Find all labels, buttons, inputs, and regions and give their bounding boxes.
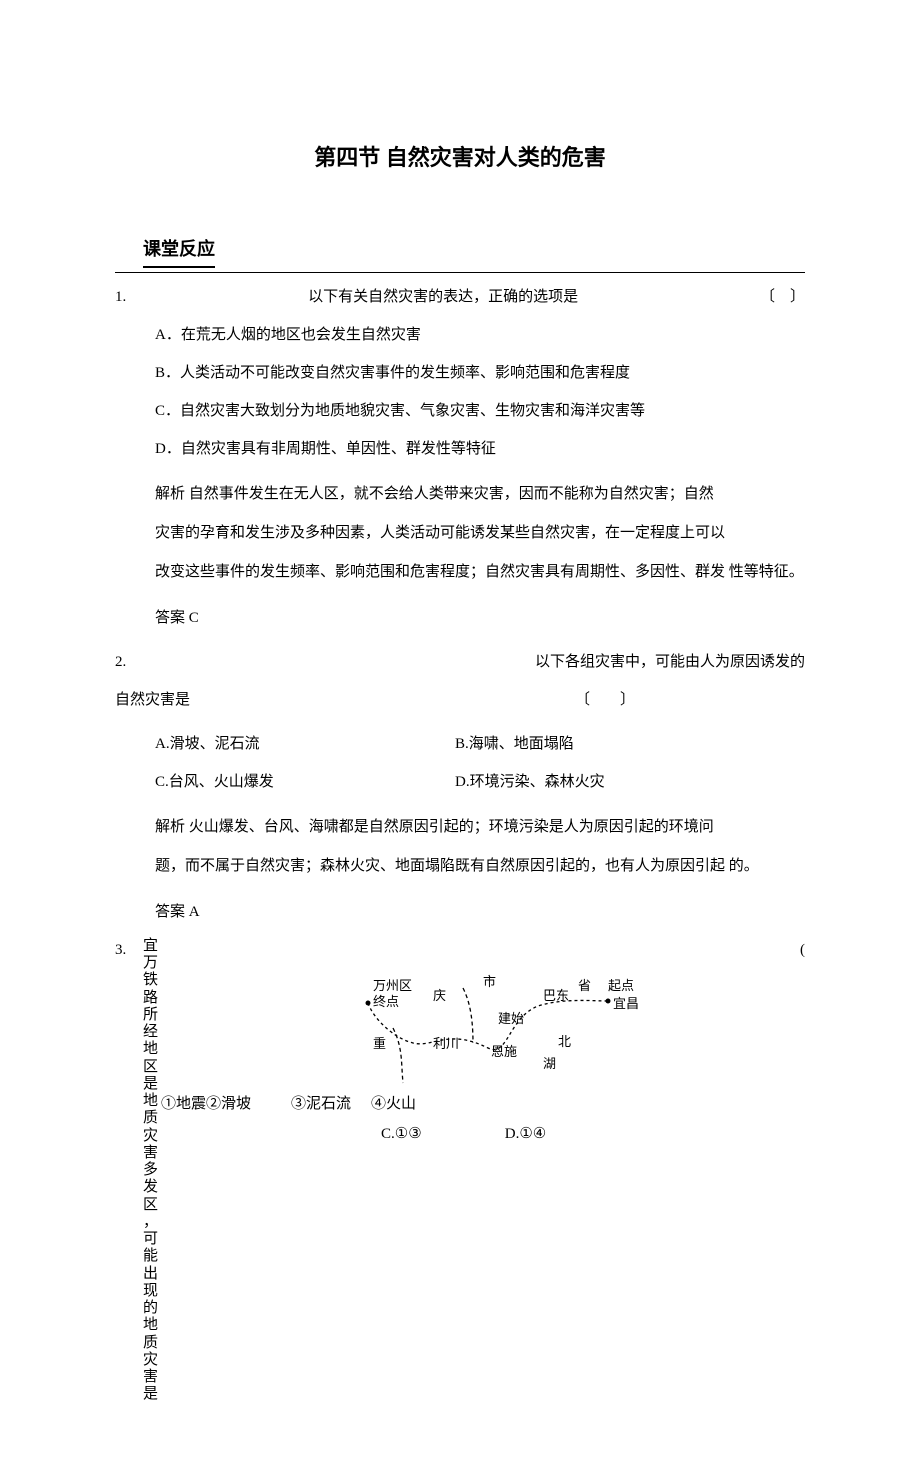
q2-option-a: A.滑坡、泥石流 [155, 732, 455, 756]
q3-vertical-text: 宜 万铁路所经地区是地质灾害多发区，可能出现的地质灾害是 [143, 938, 161, 1404]
q3-vert-a: 宜 [143, 938, 158, 954]
railway-map: 万州区终点 庆 市建始 巴东省 起点宜昌重 利川恩施 北湖 [313, 968, 653, 1088]
q2-options-row1: A.滑坡、泥石流 B.海啸、地面塌陷 [115, 732, 805, 756]
q1-stem-row: 1. 以下有关自然灾害的表达，正确的选项是 〔 〕 [115, 285, 805, 309]
section-header: 课堂反应 [143, 235, 215, 268]
q3-option-d: D.①④ [505, 1122, 546, 1146]
svg-text:市: 市 [483, 974, 496, 989]
q1-explanation: 解析 自然事件发生在无人区，就不会给人类带来灾害，因而不能称为自然灾害；自然 灾… [115, 475, 805, 592]
q2-stem-right: 以下各组灾害中，可能由人为原因诱发的 [535, 650, 805, 674]
svg-text:湖: 湖 [543, 1056, 556, 1071]
q1-expl-line3: 改变这些事件的发生频率、影响范围和危害程度；自然灾害具有周期性、多因性、群发 性… [155, 564, 804, 580]
svg-text:巴东: 巴东 [543, 988, 569, 1003]
svg-text:建始: 建始 [498, 1011, 524, 1026]
svg-text:终点: 终点 [373, 994, 399, 1009]
q2-expl-line2: 题，而不属于自然灾害；森林火灾、地面塌陷既有自然原因引起的，也有人为原因引起 的… [155, 858, 759, 874]
q2-stem-left: 自然灾害是 [115, 688, 190, 712]
q3-option-c: C.①③ [381, 1122, 501, 1146]
svg-text:利川: 利川 [433, 1036, 459, 1051]
q2-stem-row2: 自然灾害是 〔 〕 [115, 688, 805, 712]
q2-option-c: C.台风、火山爆发 [155, 770, 455, 794]
q3-block: 3. 宜 万铁路所经地区是地质灾害多发区，可能出现的地质灾害是 ( 万州区终点 庆… [115, 938, 805, 1404]
q3-choices-line: ①地震②滑坡 ③泥石流 ④火山 [161, 1092, 805, 1116]
q3-vert-rest: 万铁路所经地区是地质灾害多发区，可能出现的地质灾害是 [143, 955, 158, 1402]
svg-text:省: 省 [578, 978, 591, 993]
q1-expl-line1: 解析 自然事件发生在无人区，就不会给人类带来灾害，因而不能称为自然灾害；自然 [155, 486, 714, 502]
section-divider [115, 272, 805, 273]
page-title: 第四节 自然灾害对人类的危害 [115, 140, 805, 175]
q2-expl-line1: 解析 火山爆发、台风、海啸都是自然原因引起的；环境污染是人为原因引起的环境问 [155, 819, 714, 835]
q3-choice-3: ③泥石流 [291, 1092, 371, 1116]
q1-option-a: A．在荒无人烟的地区也会发生自然灾害 [115, 323, 805, 347]
svg-text:宜昌: 宜昌 [613, 996, 639, 1011]
svg-text:重: 重 [373, 1036, 386, 1051]
q2-options-row2: C.台风、火山爆发 D.环境污染、森林火灾 [115, 770, 805, 794]
q1-option-d: D．自然灾害具有非周期性、单因性、群发性等特征 [115, 437, 805, 461]
svg-text:北: 北 [558, 1034, 571, 1049]
q2-paren: 〔 〕 [575, 688, 805, 712]
q1-stem: 以下有关自然灾害的表达，正确的选项是 [126, 285, 760, 309]
svg-text:万州区: 万州区 [373, 978, 412, 993]
q1-number: 1. [115, 285, 126, 309]
q3-choice-4: ④火山 [371, 1092, 451, 1116]
q2-number: 2. [115, 650, 126, 674]
q2-explanation: 解析 火山爆发、台风、海啸都是自然原因引起的；环境污染是人为原因引起的环境问 题… [115, 808, 805, 886]
q3-options-cd: C.①③ D.①④ [161, 1122, 805, 1146]
q2-option-b: B.海啸、地面塌陷 [455, 732, 805, 756]
q2-stem-row1: 2. 以下各组灾害中，可能由人为原因诱发的 [115, 650, 805, 674]
q1-paren: 〔 〕 [760, 285, 805, 309]
q3-number: 3. [115, 938, 143, 962]
q3-choice-1-2: ①地震②滑坡 [161, 1092, 291, 1116]
svg-text:起点: 起点 [608, 978, 634, 993]
q3-paren: ( [800, 938, 805, 962]
q2-answer: 答案 A [115, 900, 805, 924]
q1-expl-line2: 灾害的孕育和发生涉及多种因素，人类活动可能诱发某些自然灾害，在一定程度上可以 [155, 525, 725, 541]
q1-option-b: B．人类活动不可能改变自然灾害事件的发生频率、影响范围和危害程度 [115, 361, 805, 385]
q1-answer: 答案 C [115, 606, 805, 630]
svg-text:庆: 庆 [433, 988, 446, 1003]
q2-option-d: D.环境污染、森林火灾 [455, 770, 805, 794]
svg-text:恩施: 恩施 [491, 1044, 517, 1059]
q1-option-c: C．自然灾害大致划分为地质地貌灾害、气象灾害、生物灾害和海洋灾害等 [115, 399, 805, 423]
